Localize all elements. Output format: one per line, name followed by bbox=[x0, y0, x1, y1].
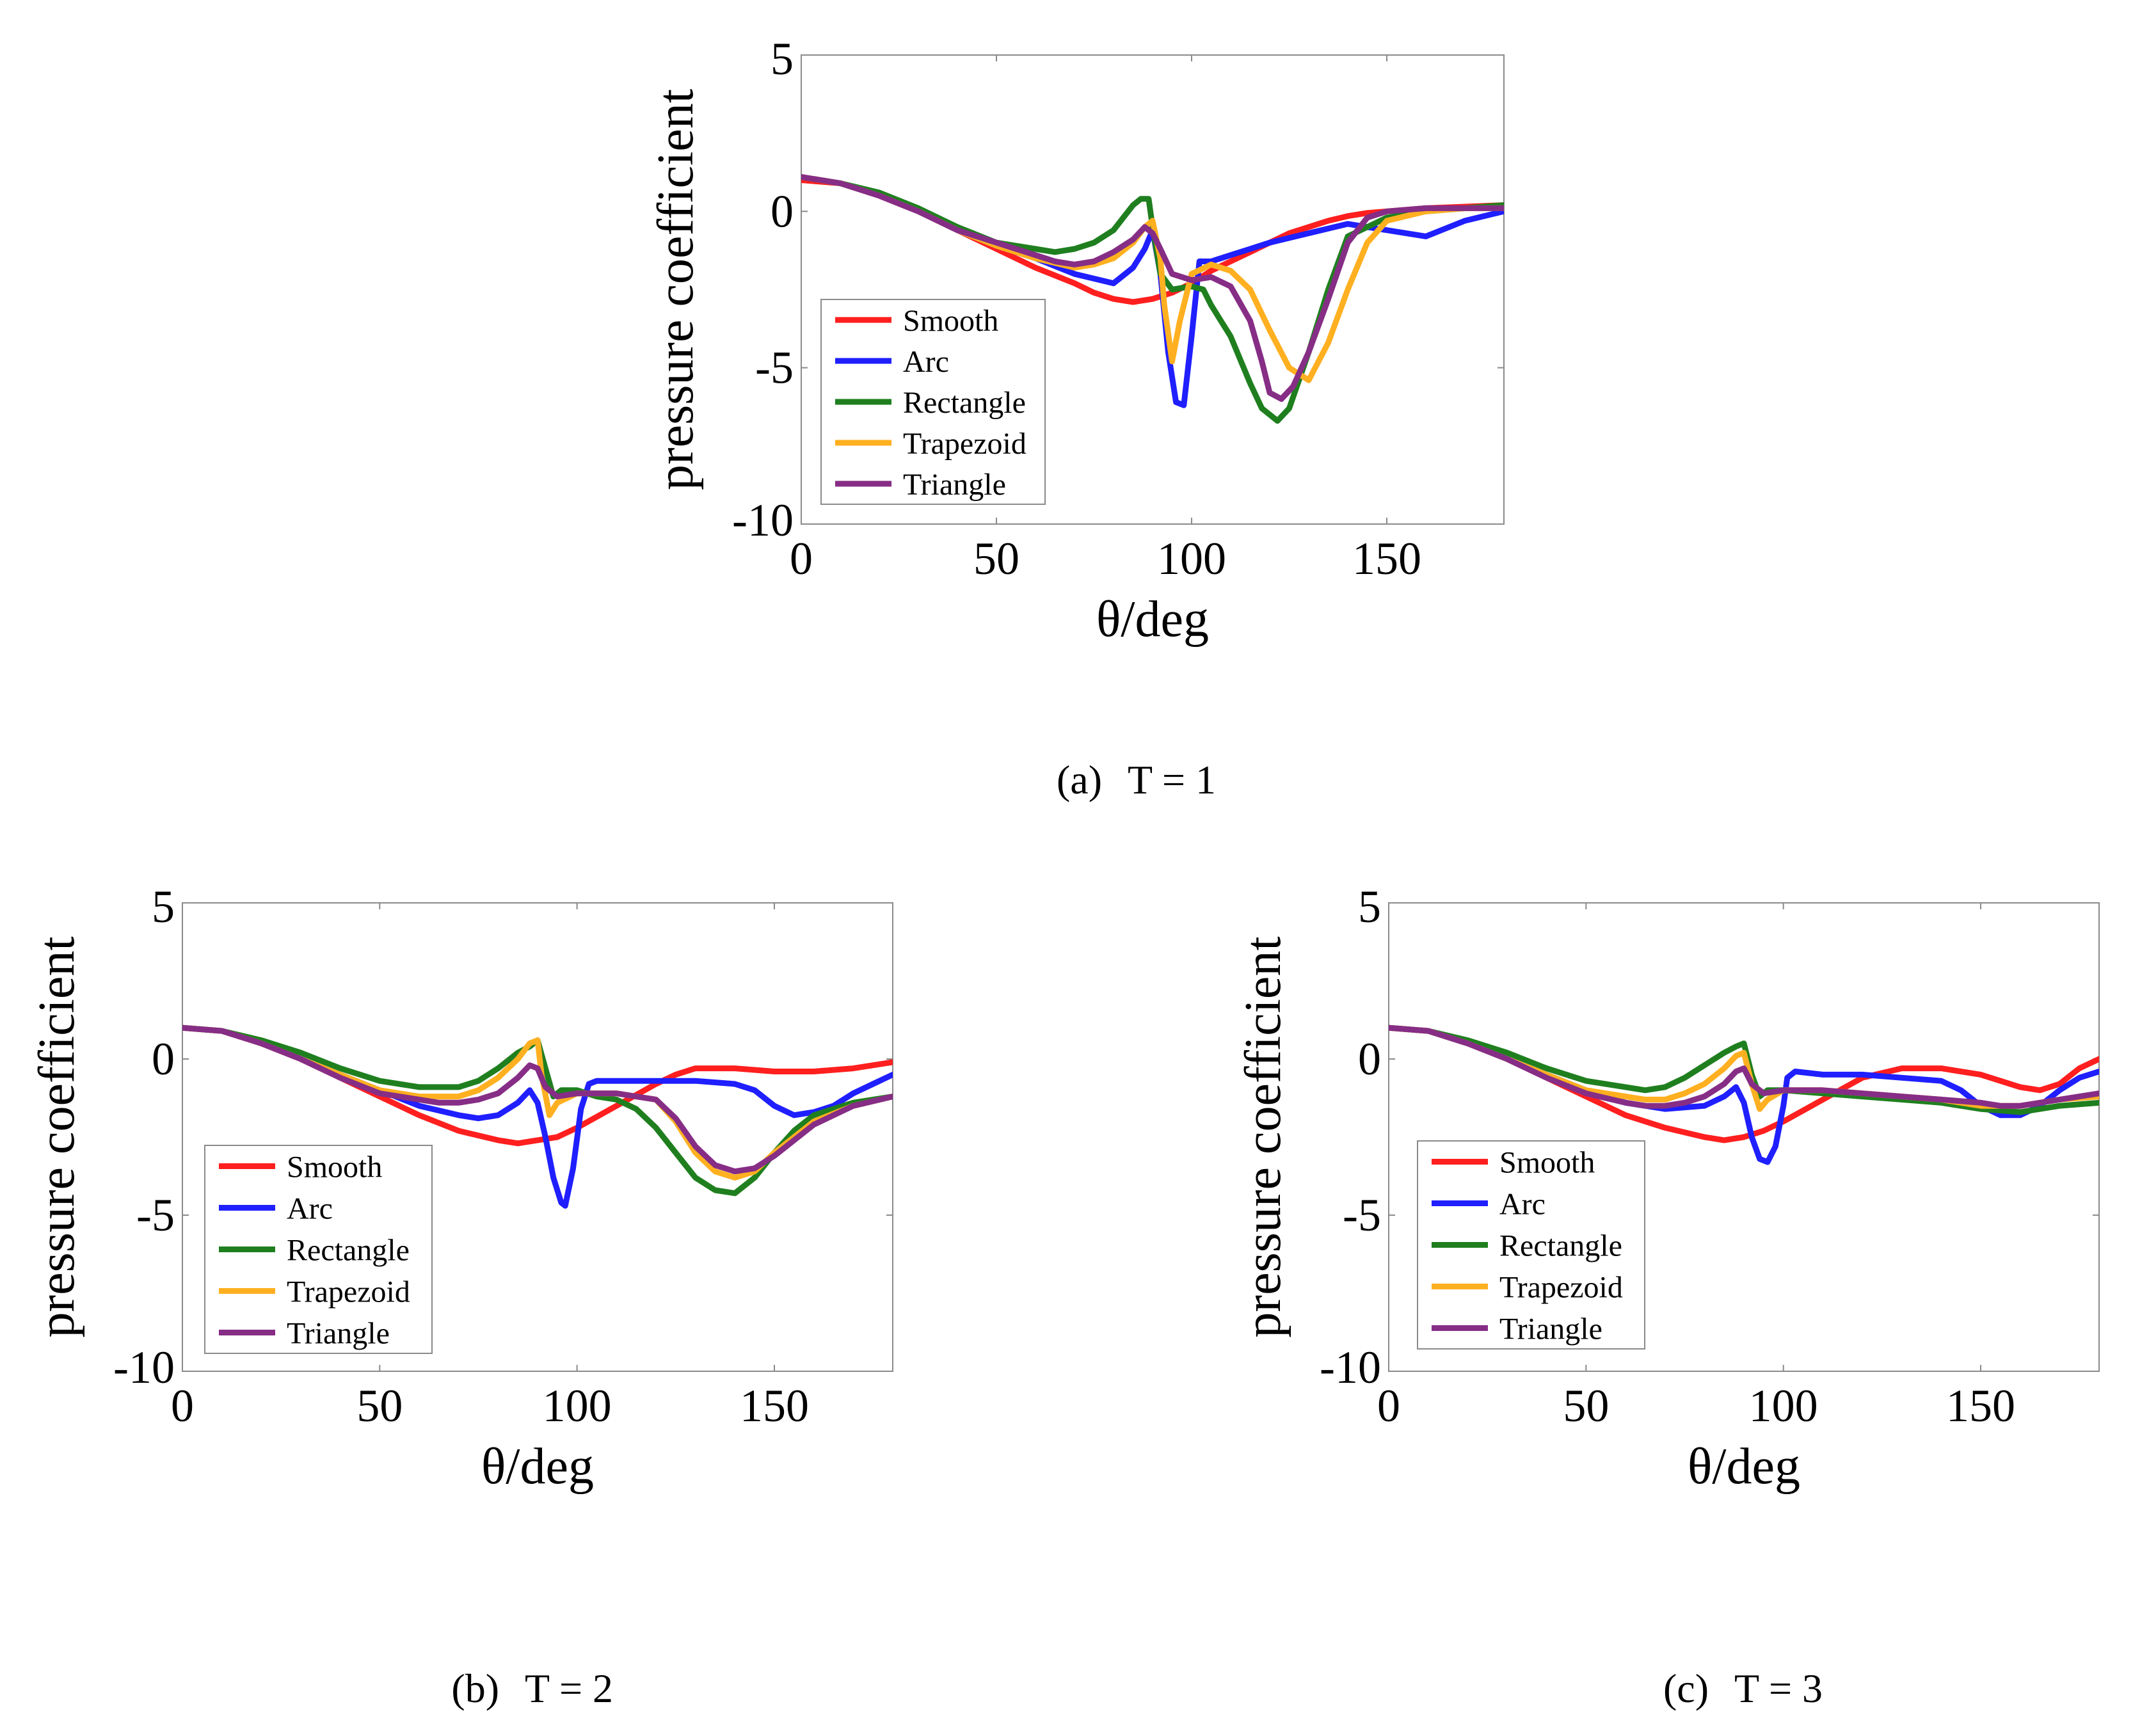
caption-text: T = 1 bbox=[1128, 757, 1216, 802]
x-tick-label: 100 bbox=[543, 1380, 612, 1431]
y-tick-label: 0 bbox=[1358, 1033, 1381, 1085]
legend-label-smooth: Smooth bbox=[287, 1151, 382, 1184]
x-tick-label: 100 bbox=[1749, 1380, 1818, 1431]
series-line-triangle bbox=[1389, 1024, 2099, 1109]
y-tick-label: 5 bbox=[1358, 881, 1381, 932]
legend-label-rectangle: Rectangle bbox=[1499, 1229, 1622, 1263]
caption-text: T = 3 bbox=[1734, 1666, 1823, 1711]
legend-label-rectangle: Rectangle bbox=[287, 1234, 410, 1268]
y-tick-label: -5 bbox=[755, 342, 794, 394]
x-tick-label: 150 bbox=[1946, 1380, 2015, 1431]
y-tick-label: -10 bbox=[1320, 1342, 1381, 1393]
x-tick-label: 50 bbox=[356, 1380, 403, 1431]
caption-tag: (b) bbox=[451, 1666, 499, 1711]
x-tick-label: 100 bbox=[1157, 533, 1226, 584]
y-tick-label: 5 bbox=[152, 881, 175, 932]
x-axis-label: θ/deg bbox=[481, 1438, 594, 1495]
series-group bbox=[1389, 1024, 2099, 1165]
y-axis-label: pressure coefficient bbox=[648, 89, 704, 490]
y-tick-label: -5 bbox=[1343, 1190, 1381, 1241]
y-tick-label: 0 bbox=[152, 1033, 175, 1085]
series-line-triangle bbox=[182, 1024, 893, 1175]
x-tick-label: 150 bbox=[740, 1380, 809, 1431]
x-tick-label: 0 bbox=[1377, 1380, 1400, 1431]
series-group bbox=[801, 174, 1504, 424]
x-axis-label: θ/deg bbox=[1688, 1438, 1800, 1495]
legend-label-arc: Arc bbox=[287, 1192, 333, 1226]
legend-label-trapezoid: Trapezoid bbox=[903, 427, 1027, 461]
y-tick-label: 0 bbox=[771, 186, 794, 237]
caption-tag: (c) bbox=[1663, 1666, 1709, 1711]
y-axis-label: pressure coefficient bbox=[1235, 936, 1291, 1337]
legend-label-smooth: Smooth bbox=[1499, 1146, 1595, 1180]
legend-label-arc: Arc bbox=[1499, 1188, 1546, 1222]
x-axis-label: θ/deg bbox=[1096, 591, 1209, 648]
y-tick-label: -5 bbox=[136, 1190, 175, 1241]
legend-label-trapezoid: Trapezoid bbox=[287, 1275, 410, 1309]
y-axis-label: pressure coefficient bbox=[29, 936, 85, 1337]
legend: Smooth Arc Rectangle Trapezoid Triangle bbox=[820, 299, 1046, 505]
series-line-rectangle bbox=[1389, 1024, 2099, 1115]
x-tick-label: 0 bbox=[790, 533, 813, 584]
y-tick-label: 5 bbox=[771, 33, 794, 84]
x-tick-label: 50 bbox=[1563, 1380, 1609, 1431]
legend-label-arc: Arc bbox=[903, 345, 949, 379]
caption-tag: (a) bbox=[1057, 757, 1102, 802]
legend-label-smooth: Smooth bbox=[903, 304, 998, 338]
legend-label-rectangle: Rectangle bbox=[903, 386, 1026, 420]
legend: Smooth Arc Rectangle Trapezoid Triangle bbox=[1417, 1140, 1645, 1350]
caption-text: T = 2 bbox=[525, 1666, 613, 1711]
legend-label-triangle: Triangle bbox=[903, 468, 1006, 502]
legend: Smooth Arc Rectangle Trapezoid Triangle bbox=[204, 1145, 433, 1354]
series-line-triangle bbox=[801, 174, 1504, 402]
y-tick-label: -10 bbox=[732, 495, 794, 546]
legend-label-triangle: Triangle bbox=[1499, 1312, 1602, 1346]
series-group bbox=[182, 1024, 893, 1209]
x-tick-label: 0 bbox=[171, 1380, 194, 1431]
series-line-trapezoid bbox=[801, 174, 1504, 383]
legend-label-triangle: Triangle bbox=[287, 1317, 390, 1351]
x-tick-label: 50 bbox=[973, 533, 1019, 584]
x-tick-label: 150 bbox=[1352, 533, 1421, 584]
y-tick-label: -10 bbox=[113, 1342, 175, 1393]
legend-label-trapezoid: Trapezoid bbox=[1499, 1271, 1623, 1305]
